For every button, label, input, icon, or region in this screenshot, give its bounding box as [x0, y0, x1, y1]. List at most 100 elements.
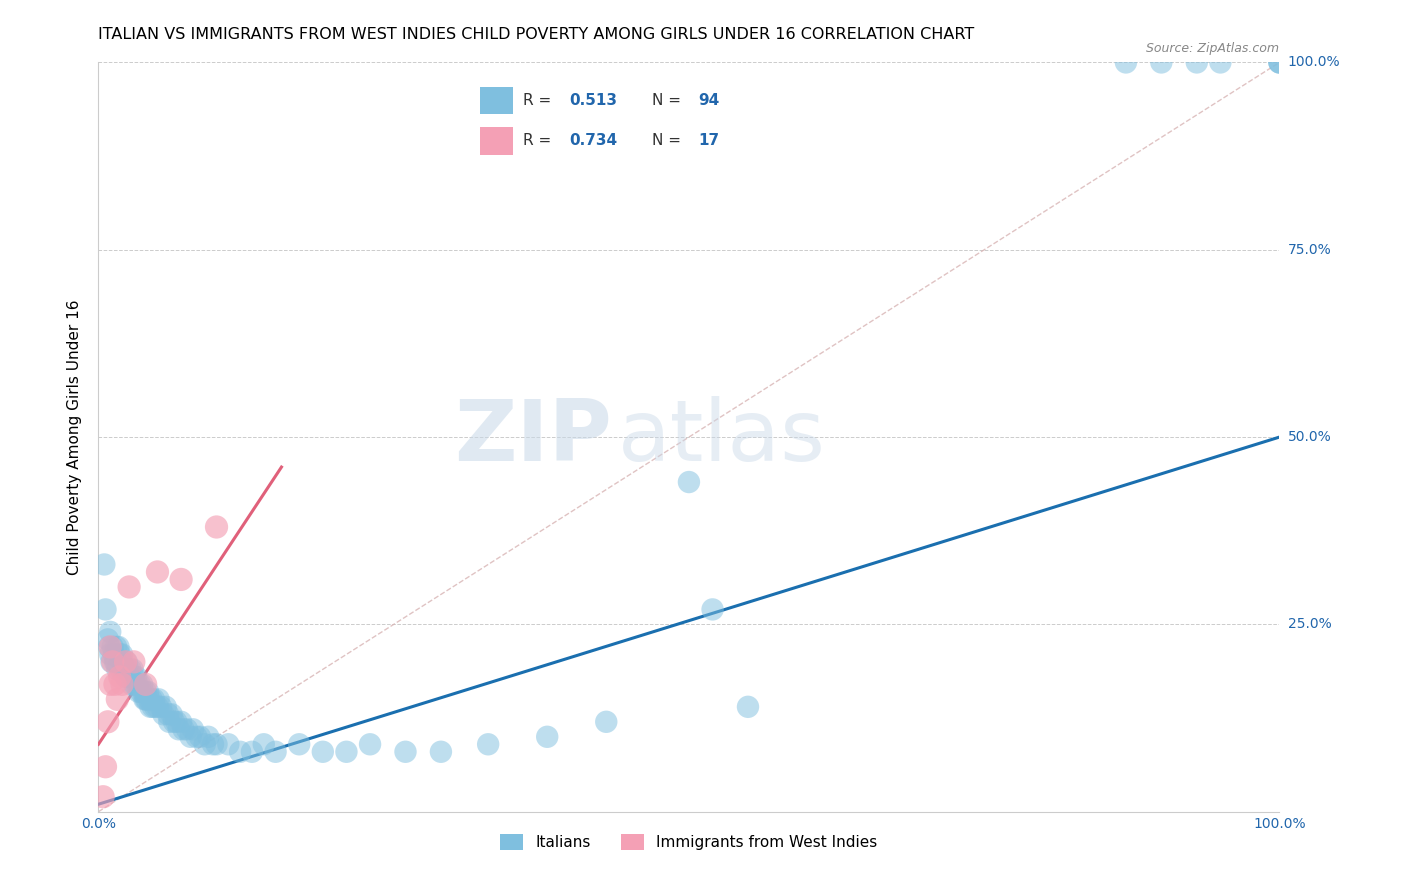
- Point: [1150, 55, 1173, 70]
- Point: [536, 730, 558, 744]
- Point: [188, 730, 211, 744]
- Point: [1268, 55, 1291, 70]
- Point: [97, 714, 120, 729]
- Point: [197, 730, 219, 744]
- Point: [165, 714, 187, 729]
- Point: [107, 640, 129, 654]
- Text: atlas: atlas: [619, 395, 827, 479]
- Point: [253, 737, 276, 751]
- Point: [132, 685, 155, 699]
- Point: [148, 692, 170, 706]
- Point: [101, 655, 124, 669]
- Point: [157, 714, 180, 729]
- Point: [312, 745, 335, 759]
- Point: [163, 714, 186, 729]
- Text: ITALIAN VS IMMIGRANTS FROM WEST INDIES CHILD POVERTY AMONG GIRLS UNDER 16 CORREL: ITALIAN VS IMMIGRANTS FROM WEST INDIES C…: [98, 27, 974, 42]
- Point: [135, 685, 157, 699]
- Point: [125, 670, 148, 684]
- Point: [152, 707, 174, 722]
- Point: [264, 745, 287, 759]
- Point: [97, 632, 120, 647]
- Point: [1209, 55, 1232, 70]
- Point: [737, 699, 759, 714]
- Point: [118, 580, 141, 594]
- Point: [128, 677, 150, 691]
- Text: 50.0%: 50.0%: [1288, 430, 1331, 444]
- Point: [129, 685, 152, 699]
- Point: [105, 662, 128, 676]
- Point: [112, 662, 135, 676]
- Point: [138, 692, 160, 706]
- Point: [477, 737, 499, 751]
- Point: [136, 685, 159, 699]
- Text: 25.0%: 25.0%: [1288, 617, 1331, 632]
- Point: [122, 670, 145, 684]
- Point: [170, 714, 193, 729]
- Point: [288, 737, 311, 751]
- Point: [91, 789, 114, 804]
- Point: [103, 648, 125, 662]
- Point: [135, 692, 157, 706]
- Point: [121, 677, 143, 691]
- Point: [155, 699, 177, 714]
- Legend: Italians, Immigrants from West Indies: Italians, Immigrants from West Indies: [494, 829, 884, 856]
- Point: [98, 648, 121, 662]
- Point: [1268, 55, 1291, 70]
- Point: [142, 692, 165, 706]
- Point: [141, 692, 163, 706]
- Point: [111, 655, 134, 669]
- Point: [134, 692, 156, 706]
- Point: [104, 677, 127, 691]
- Point: [217, 737, 239, 751]
- Point: [240, 745, 263, 759]
- Point: [105, 640, 128, 654]
- Point: [112, 662, 135, 676]
- Point: [335, 745, 357, 759]
- Point: [122, 655, 145, 669]
- Point: [98, 624, 121, 639]
- Point: [120, 662, 142, 676]
- Text: 75.0%: 75.0%: [1288, 243, 1331, 257]
- Point: [110, 662, 132, 676]
- Point: [135, 692, 157, 706]
- Point: [170, 573, 193, 587]
- Point: [118, 670, 141, 684]
- Point: [108, 670, 131, 684]
- Point: [135, 677, 157, 691]
- Point: [194, 737, 217, 751]
- Text: Source: ZipAtlas.com: Source: ZipAtlas.com: [1146, 42, 1279, 55]
- Point: [181, 723, 204, 737]
- Point: [94, 602, 117, 616]
- Point: [205, 520, 228, 534]
- Point: [101, 640, 124, 654]
- Y-axis label: Child Poverty Among Girls Under 16: Child Poverty Among Girls Under 16: [67, 300, 83, 574]
- Point: [98, 677, 121, 691]
- Point: [111, 648, 134, 662]
- Point: [1268, 55, 1291, 70]
- Point: [143, 699, 166, 714]
- Point: [1115, 55, 1137, 70]
- Point: [430, 745, 453, 759]
- Point: [128, 685, 150, 699]
- Point: [104, 655, 127, 669]
- Point: [98, 640, 121, 654]
- Point: [105, 655, 128, 669]
- Point: [94, 760, 117, 774]
- Point: [146, 565, 169, 579]
- Point: [180, 730, 202, 744]
- Point: [124, 677, 146, 691]
- Point: [131, 677, 153, 691]
- Point: [172, 723, 194, 737]
- Point: [678, 475, 700, 489]
- Point: [122, 677, 145, 691]
- Point: [394, 745, 416, 759]
- Point: [176, 723, 198, 737]
- Point: [114, 655, 136, 669]
- Point: [100, 655, 122, 669]
- Point: [146, 699, 169, 714]
- Point: [359, 737, 381, 751]
- Point: [93, 558, 115, 572]
- Point: [157, 707, 180, 722]
- Point: [98, 640, 121, 654]
- Point: [105, 692, 128, 706]
